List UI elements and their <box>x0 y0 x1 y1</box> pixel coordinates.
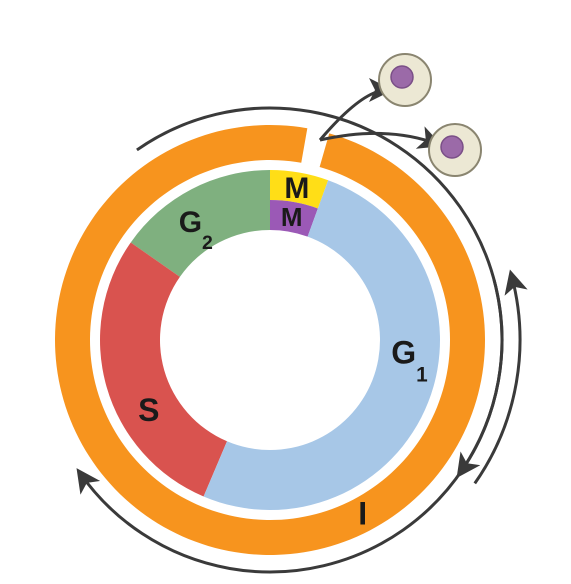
daughter-cells <box>379 54 481 176</box>
label-interphase: I <box>358 495 367 531</box>
label-S: S <box>138 392 159 428</box>
nucleus-1 <box>441 136 463 158</box>
inner-ring <box>100 170 440 510</box>
label-M_inner: M <box>281 202 303 232</box>
label-M_outer: M <box>284 172 309 205</box>
nucleus-0 <box>391 66 413 88</box>
cell-cycle-diagram: IMMG2SG1 <box>0 0 571 584</box>
